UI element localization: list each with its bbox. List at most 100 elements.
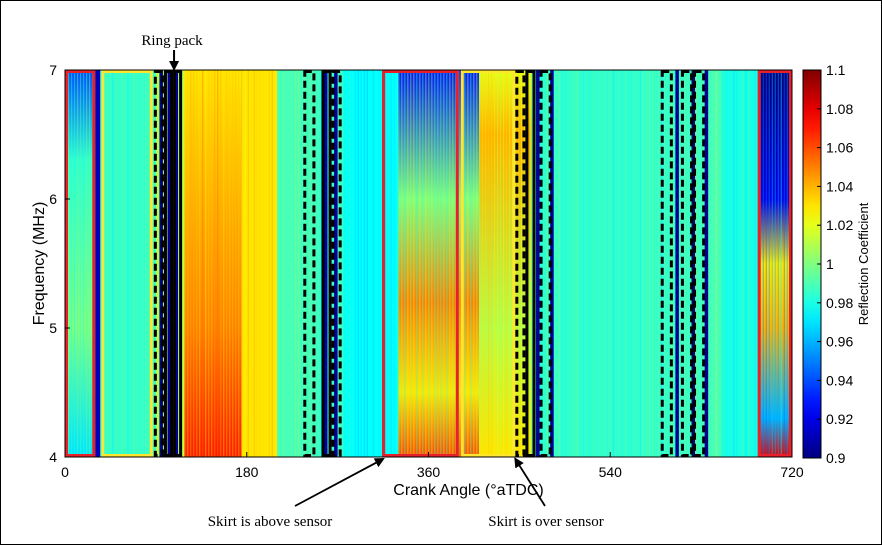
heatmap-streak (253, 70, 255, 457)
heatmap-streak (624, 70, 627, 457)
heatmap-streak (493, 70, 496, 457)
heatmap-streak (499, 70, 502, 457)
heatmap-streak (765, 70, 767, 457)
heatmap-stripe (536, 70, 540, 457)
heatmap-streak (733, 70, 735, 457)
annotation-arrow (294, 458, 385, 507)
heatmap-streak (612, 70, 615, 457)
heatmap-streak (600, 70, 603, 457)
heatmap-stripe (704, 70, 709, 457)
heatmap-streak (193, 70, 195, 457)
heatmap-streak (642, 70, 645, 457)
heatmap-stripe (550, 70, 554, 457)
colorbar-tick-label: 1.08 (826, 101, 853, 117)
heatmap-streak (109, 70, 111, 457)
heatmap-streak (783, 70, 785, 457)
x-tick-label: 360 (417, 464, 441, 480)
heatmap-streak (410, 70, 412, 457)
heatmap-region (670, 70, 722, 457)
heatmap-streak (573, 70, 576, 457)
heatmap-streak (762, 70, 764, 457)
y-tick-label: 4 (49, 449, 57, 465)
heatmap-streak (259, 70, 261, 457)
heatmap-streak (256, 70, 258, 457)
heatmap-region (241, 70, 278, 457)
heatmap-streak (663, 70, 666, 457)
heatmap-streak (657, 70, 660, 457)
colorbar-tick-label: 0.94 (826, 372, 853, 388)
heatmap-streak (774, 70, 776, 457)
heatmap-streak (354, 70, 356, 457)
heatmap-streak (673, 70, 676, 457)
heatmap-streak (751, 70, 753, 457)
heatmap-streak (431, 70, 433, 457)
heatmap-streak (490, 70, 493, 457)
heatmap-streak (71, 70, 73, 457)
heatmap-streak (348, 70, 350, 457)
colorbar-tick-label: 1.04 (826, 178, 853, 194)
x-tick-label: 540 (599, 464, 623, 480)
heatmap-streak (292, 70, 294, 457)
heatmap-streak (685, 70, 688, 457)
heatmap-streak (214, 70, 216, 457)
heatmap-region (100, 70, 156, 457)
region-box (173, 70, 183, 457)
region-box (382, 70, 459, 457)
region-boxes (65, 70, 792, 457)
heatmap-streak (401, 70, 403, 457)
region-box (101, 70, 153, 457)
heatmap-streak (502, 70, 505, 457)
heatmap-streak (332, 70, 334, 457)
heatmap-streak (437, 70, 439, 457)
heatmap-streak (238, 70, 240, 457)
heatmap-streak (591, 70, 594, 457)
heatmap-streak (265, 70, 267, 457)
heatmap-streak (484, 70, 487, 457)
heatmap-streak (546, 70, 548, 457)
heatmap-streak (700, 70, 703, 457)
heatmap-streak (118, 70, 120, 457)
heatmap-streak (148, 70, 150, 457)
heatmap-streak (341, 70, 343, 457)
heatmap-streak (742, 70, 744, 457)
heatmap-streak (473, 70, 475, 457)
heatmap-streak (606, 70, 609, 457)
heatmap-streak (366, 70, 368, 457)
y-tick-label: 5 (49, 320, 57, 336)
colorbar-tick-label: 0.96 (826, 334, 853, 350)
heatmap-streak (487, 70, 490, 457)
heatmap-streak (645, 70, 648, 457)
heatmap-streak (529, 70, 532, 457)
heatmap-streak (289, 70, 291, 457)
heatmap-streak (262, 70, 264, 457)
heatmap-streak (630, 70, 633, 457)
heatmap-streak (317, 70, 319, 457)
colorbar-tick-label: 1 (826, 256, 834, 272)
heatmap-streak (124, 70, 126, 457)
annotations: Ring pack Skirt is above sensor Skirt is o… (141, 33, 603, 530)
heatmap-streak (244, 70, 246, 457)
heatmap-streak (588, 70, 591, 457)
region-box (460, 70, 516, 457)
heatmap-stripe (334, 70, 338, 457)
heatmap-streak (464, 70, 466, 457)
heatmap-streak (639, 70, 642, 457)
heatmap-region (184, 70, 242, 457)
heatmap-streak (505, 70, 508, 457)
heatmap-streak (478, 70, 481, 457)
heatmap-streak (229, 70, 231, 457)
heatmap-streak (301, 70, 303, 457)
heatmap-stripe (167, 70, 172, 457)
heatmap-streak (372, 70, 374, 457)
heatmap-region (398, 70, 479, 457)
heatmap-streak (416, 70, 418, 457)
heatmap-streak (709, 70, 712, 457)
heatmap-streak (74, 70, 76, 457)
heatmap-streak (407, 70, 409, 457)
heatmap-streak (496, 70, 499, 457)
heatmap-streak (443, 70, 445, 457)
heatmap-streak (390, 70, 392, 457)
colorbar-tick-label: 1.1 (826, 62, 846, 78)
heatmap-streak (235, 70, 237, 457)
heatmap-streak (357, 70, 359, 457)
